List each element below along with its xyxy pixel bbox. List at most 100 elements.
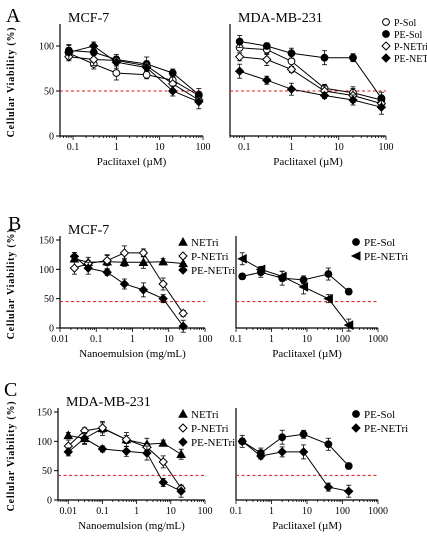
data-point (324, 270, 333, 278)
legend-marker (178, 251, 188, 261)
x-tick-label: 0.1 (96, 506, 109, 517)
y-tick-label: 50 (44, 294, 54, 305)
chart-b-right: 0.1 1 10 100 1000 Paclitaxel (µM) PE-Sol PE-NET… (230, 236, 408, 360)
y-axis-label: Cellular Viability (%) (6, 229, 17, 340)
data-point (235, 37, 244, 46)
x-axis-label: Paclitaxel (µM) (272, 348, 342, 360)
data-point (142, 448, 152, 458)
x-tick-label: 0.1 (230, 506, 243, 517)
data-point (158, 477, 168, 488)
legend-label: P-NETri (191, 423, 229, 435)
data-point (158, 256, 168, 266)
data-point (83, 263, 93, 273)
legend-marker (178, 408, 188, 418)
legend-marker (178, 437, 188, 447)
data-point (320, 53, 329, 62)
series-pe-netri (69, 251, 188, 333)
series-pe-sol (235, 35, 386, 105)
data-point (89, 41, 99, 51)
y-axis-label: Cellular Viability (%) (6, 401, 17, 512)
chart-title: MDA-MB-231 (238, 11, 323, 26)
legend-label: PE-Sol (364, 409, 395, 421)
data-point (286, 64, 297, 75)
data-point (237, 436, 247, 447)
x-tick-label: 100 (335, 506, 350, 517)
x-axis-label: Nanoemulsion (mg/mL) (78, 520, 185, 532)
data-point (158, 457, 168, 467)
data-point (344, 462, 353, 470)
data-point (178, 321, 188, 331)
legend-label: PE-NETri (394, 54, 427, 65)
chart-c-left: 0 50 100 150 0.01 0.1 1 10 100 Nanoemulsion (mg/m… (6, 395, 235, 532)
x-tick-label: 100 (198, 506, 213, 517)
series-line (68, 52, 200, 96)
series-line (68, 50, 200, 95)
x-tick-label: 10 (302, 506, 312, 517)
chart-title: MDA-MB-231 (66, 395, 151, 410)
data-point (323, 293, 333, 304)
panel-letter-a: A (6, 5, 21, 27)
y-tick-label: 100 (37, 437, 52, 448)
y-tick-label: 100 (39, 42, 54, 53)
chart-title: MCF-7 (68, 223, 109, 238)
y-tick-label: 150 (39, 236, 54, 247)
legend-marker (178, 265, 188, 275)
data-point (142, 70, 151, 79)
data-point (278, 433, 287, 442)
series-line (239, 56, 382, 105)
data-point (344, 486, 354, 496)
x-tick-label: 10 (334, 142, 344, 153)
data-point (349, 53, 357, 62)
legend-label: PE-Sol (394, 30, 423, 41)
data-point (286, 84, 297, 94)
panel-letter-b: B (8, 213, 21, 235)
data-point (79, 433, 90, 444)
data-point (158, 279, 168, 289)
data-point (119, 279, 130, 289)
series-p-sol (235, 43, 386, 104)
chart-b-left: 0 50 100 150 0.01 0.1 1 10 100 Nanoemulsion (mg/m… (6, 223, 235, 360)
x-tick-label: 10 (302, 334, 312, 345)
series-line (68, 45, 199, 103)
data-point (255, 264, 266, 275)
series-pe-netri (234, 63, 387, 115)
legend-marker (381, 53, 391, 63)
data-point (141, 62, 152, 73)
x-tick-label: 100 (198, 334, 213, 345)
data-point (262, 75, 272, 85)
legend-label: PE-NETri (191, 265, 235, 277)
data-point (178, 308, 188, 319)
legend-marker (382, 18, 390, 26)
data-point (97, 423, 108, 433)
legend-label: NETri (191, 409, 219, 421)
data-point (324, 440, 333, 449)
data-point (319, 90, 330, 101)
y-tick-label: 0 (49, 132, 54, 143)
data-point (119, 248, 130, 258)
data-point (112, 69, 121, 77)
y-tick-label: 0 (47, 496, 52, 507)
data-point (168, 69, 177, 77)
legend-label: P-Sol (394, 18, 416, 29)
legend: NETri P-NETri PE-NETri (178, 236, 235, 277)
data-point (121, 446, 132, 457)
series-line (239, 70, 382, 108)
x-tick-label: 1 (269, 334, 274, 345)
x-tick-label: 100 (196, 142, 211, 153)
data-point (168, 86, 178, 96)
x-tick-label: 0.1 (67, 142, 80, 153)
series-pe-netri (64, 41, 204, 110)
legend-marker (382, 30, 390, 38)
x-tick-label: 100 (335, 334, 350, 345)
chart-title: MCF-7 (68, 11, 109, 26)
series-line (239, 47, 382, 101)
series-pe-netri (237, 434, 354, 498)
data-point (256, 451, 266, 461)
data-point (138, 257, 149, 266)
data-point (119, 257, 130, 266)
data-point (262, 42, 271, 50)
